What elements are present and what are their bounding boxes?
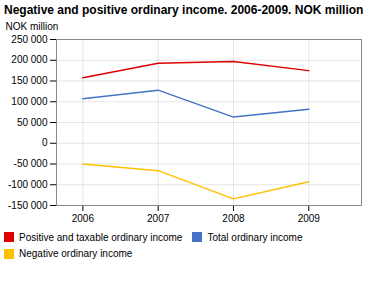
svg-text:200 000: 200 000 xyxy=(11,54,48,65)
html-text:Total ordinary income: Total ordinary income xyxy=(207,231,303,243)
svg-text:-150 000: -150 000 xyxy=(8,200,48,211)
svg-text:250 000: 250 000 xyxy=(11,34,48,45)
svg-text:-100 000: -100 000 xyxy=(8,179,48,190)
html-text:Positive and taxable ordinary: Positive and taxable ordinary income xyxy=(19,231,183,243)
svg-text:2007: 2007 xyxy=(147,213,170,224)
svg-text:50 000: 50 000 xyxy=(17,117,48,128)
svg-text:0: 0 xyxy=(42,137,48,148)
svg-text:150 000: 150 000 xyxy=(11,75,48,86)
svg-text:NOK million: NOK million xyxy=(6,21,59,32)
html-text:Negative and positive ordinary: Negative and positive ordinary income. 2… xyxy=(4,3,364,17)
svg-text:2006: 2006 xyxy=(72,213,95,224)
svg-text:2009: 2009 xyxy=(298,213,321,224)
html-text:Negative ordinary income: Negative ordinary income xyxy=(19,248,133,260)
svg-text:2008: 2008 xyxy=(222,213,245,224)
svg-text:100 000: 100 000 xyxy=(11,96,48,107)
svg-text:-50 000: -50 000 xyxy=(14,158,48,169)
